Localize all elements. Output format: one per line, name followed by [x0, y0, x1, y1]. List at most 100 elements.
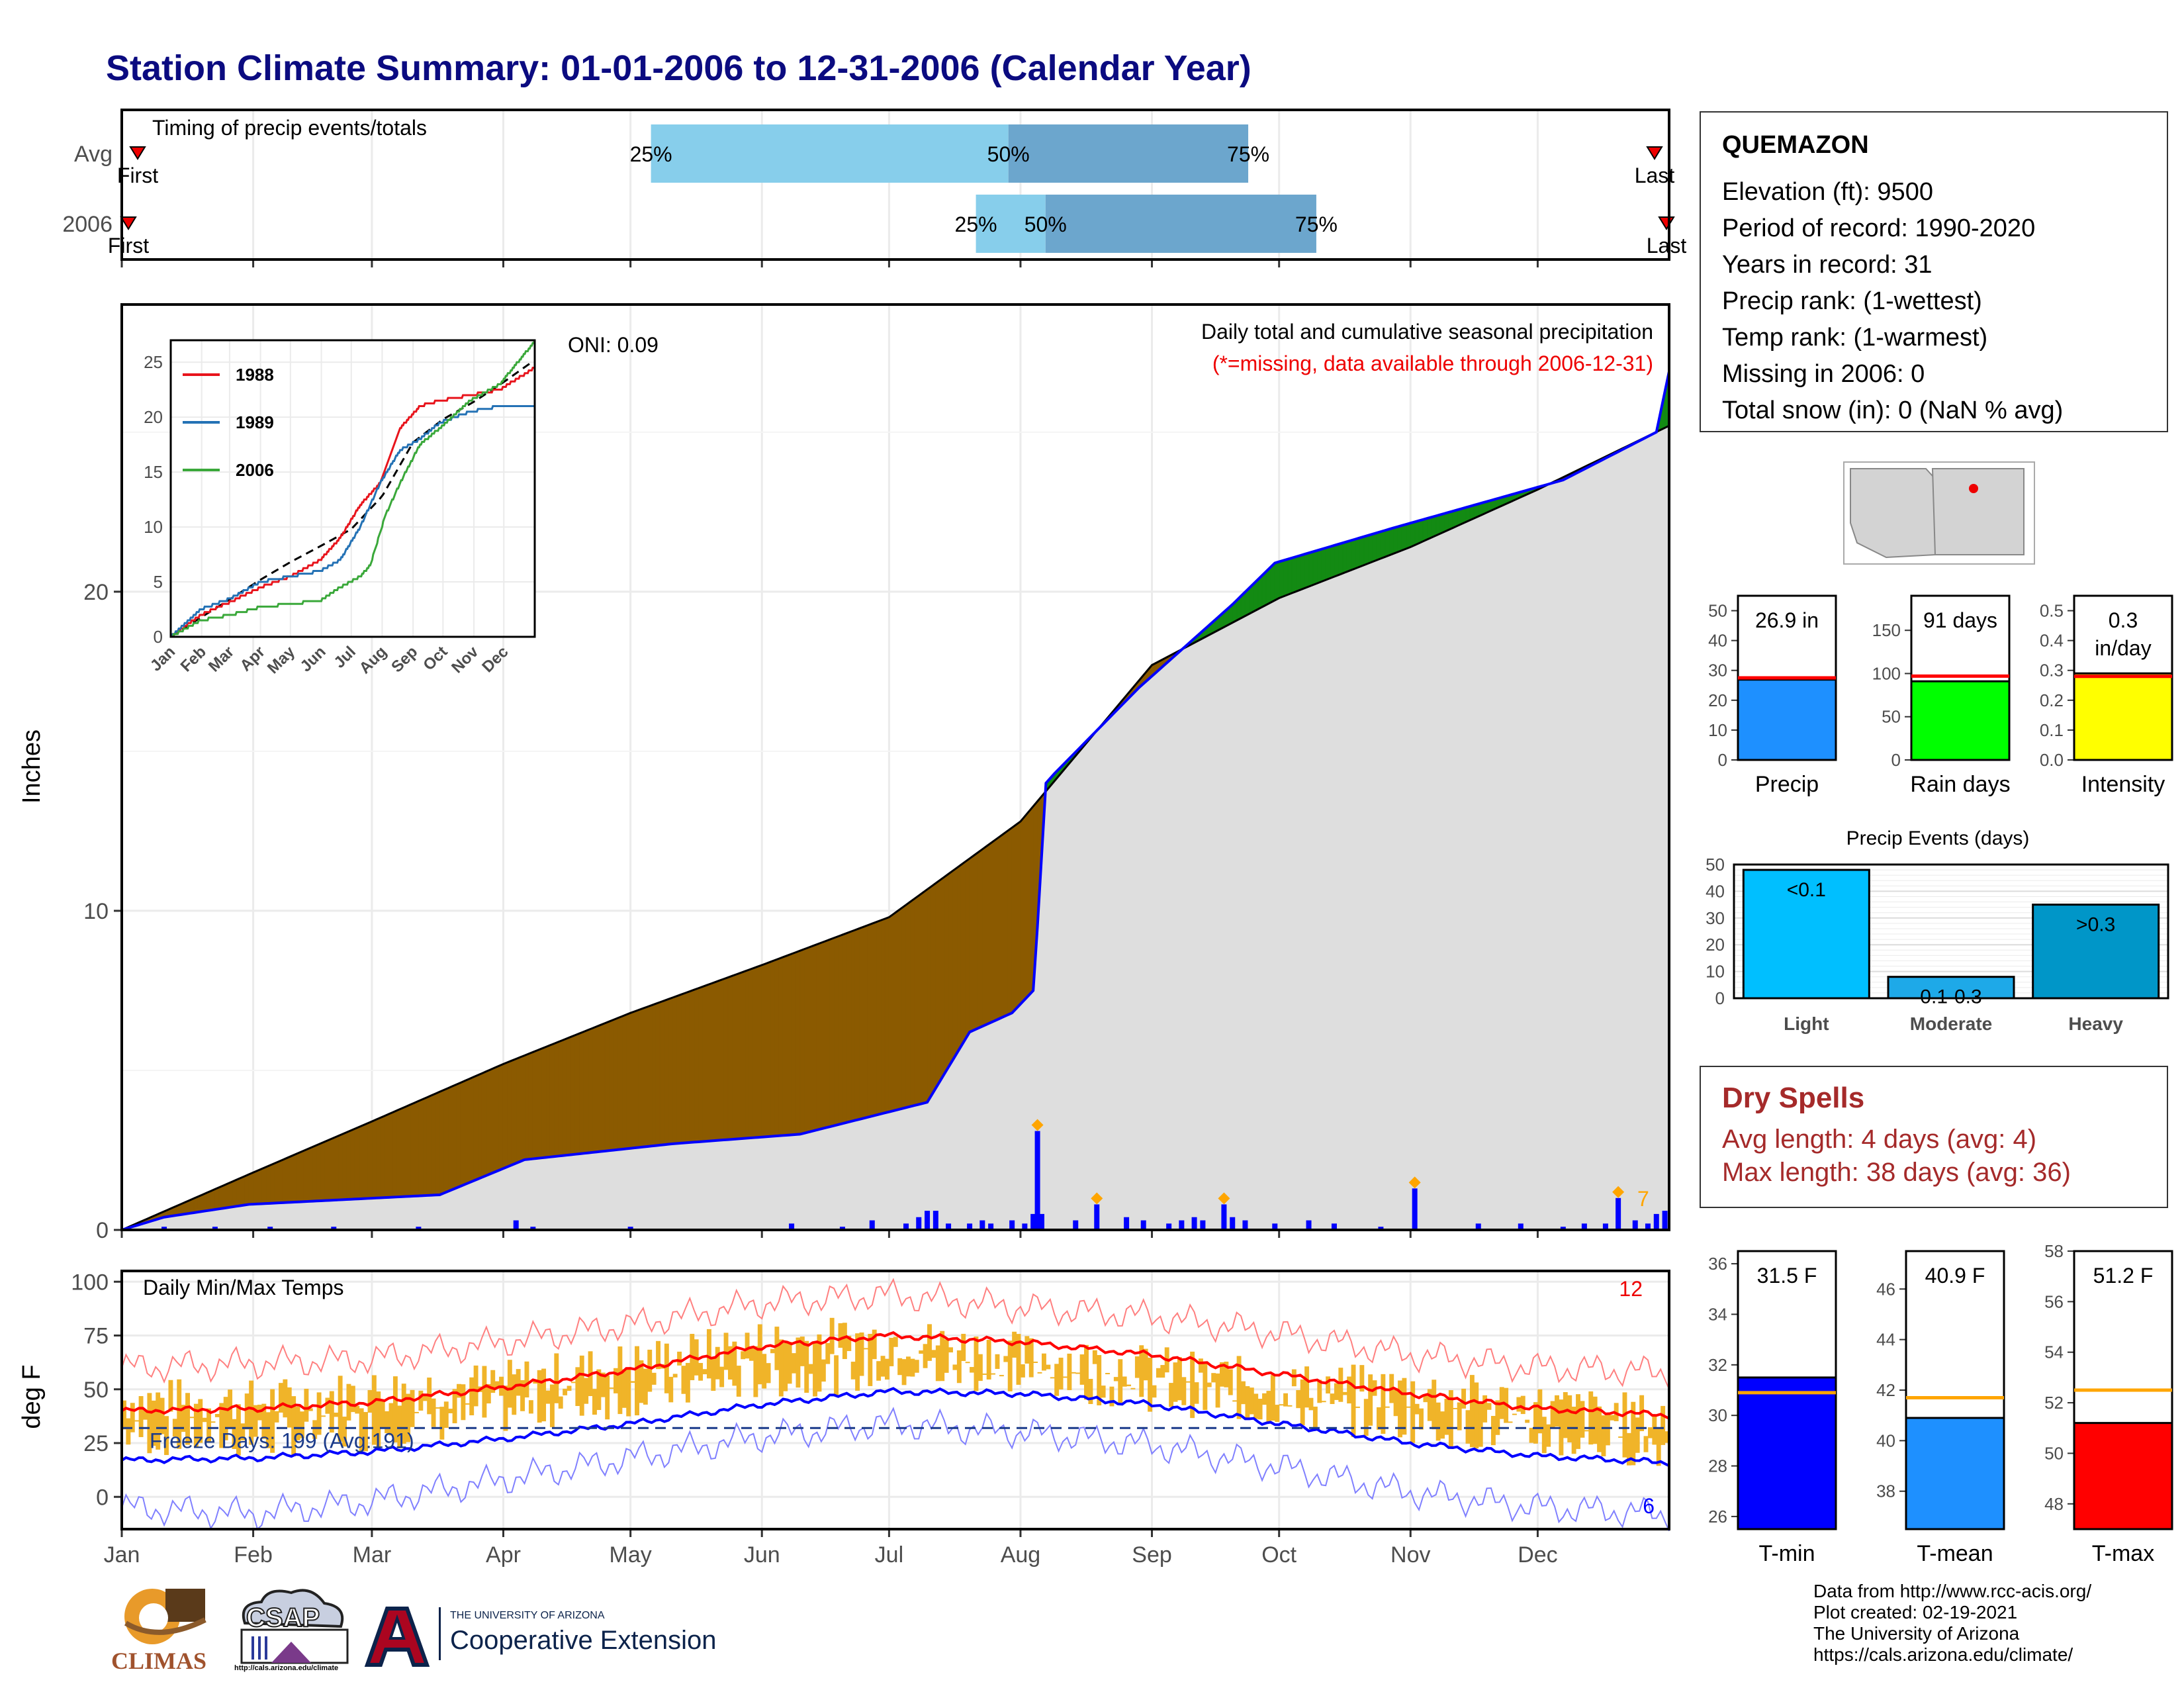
temp-range-bar [1635, 1417, 1640, 1453]
daily-precip-bar [789, 1223, 795, 1230]
temp-range-bar [1622, 1392, 1627, 1458]
cumulative-deficit-area [909, 898, 915, 1107]
cumulative-deficit-area [829, 937, 835, 1127]
temp-range-bar [956, 1350, 962, 1383]
temp-range-bar [647, 1349, 653, 1392]
events-category-label: Heavy [2068, 1013, 2123, 1034]
temp-range-bar [961, 1333, 966, 1362]
temp-range-bar [570, 1382, 576, 1383]
cumulative-deficit-area [986, 842, 991, 1025]
precip-total-ytick-label: 10 [1708, 720, 1727, 740]
events-title: Precip Events (days) [1846, 827, 2030, 849]
climas-text: CLIMAS [111, 1648, 207, 1674]
cumulative-deficit-area [923, 888, 928, 1104]
temps-annotation-6: 6 [1643, 1494, 1655, 1518]
cumulative-deficit-area [308, 1146, 313, 1202]
temp-range-bar [719, 1366, 725, 1387]
events-category-label: Moderate [1910, 1013, 1992, 1034]
temp-range-bar [1410, 1381, 1416, 1443]
freeze-days-label: Freeze Days: 199 (Avg:191) [150, 1429, 414, 1452]
temp-range-bar [1007, 1340, 1013, 1391]
cumulative-deficit-area [918, 892, 924, 1105]
cumulative-deficit-area [600, 1022, 606, 1152]
temp-range-bar [1097, 1355, 1102, 1406]
temps-xtick-label: Oct [1261, 1542, 1297, 1568]
cumulative-deficit-area [456, 1082, 461, 1189]
temp-range-bar [1092, 1350, 1097, 1364]
temp-range-bar [164, 1416, 169, 1456]
temp-range-bar [520, 1380, 525, 1411]
temp-range-bar [1156, 1368, 1161, 1378]
cumulative-surplus-area [1338, 542, 1343, 576]
cumulative-deficit-area [978, 848, 983, 1029]
cumulative-ytick-label: 20 [83, 580, 109, 605]
cumulative-deficit-area [613, 1017, 618, 1151]
average-min-line [120, 1387, 1670, 1468]
events-bar [2032, 904, 2160, 1000]
daily-precip-bar [988, 1223, 994, 1230]
intensity-value-label2: in/day [2095, 636, 2151, 660]
precip-total-bar [1737, 679, 1837, 761]
cumulative-observed-line [121, 371, 1670, 1231]
temp-range-bar [1427, 1389, 1432, 1421]
tmin-ytick-label: 36 [1708, 1254, 1727, 1274]
cumulative-deficit-area [1028, 805, 1034, 996]
tmin-category-label: T-min [1759, 1541, 1815, 1566]
temp-range-bar [643, 1368, 648, 1405]
temp-range-bar [1414, 1403, 1420, 1415]
daily-precip-bar [1412, 1188, 1418, 1230]
timing-last-label: Last [1647, 234, 1687, 258]
temp-range-bar [1559, 1399, 1564, 1456]
temp-range-bar [579, 1355, 584, 1416]
temp-range-bar [253, 1405, 258, 1437]
temp-range-bar [1347, 1376, 1352, 1404]
cumulative-deficit-area [825, 939, 831, 1129]
cumulative-deficit-area [969, 855, 974, 1033]
temp-range-bar [138, 1396, 144, 1437]
cumulative-deficit-area [232, 1179, 237, 1207]
temp-range-bar [1245, 1386, 1250, 1419]
temp-range-bar [376, 1391, 381, 1449]
cumulative-deficit-area [952, 867, 958, 1062]
cumulative-deficit-area [588, 1027, 593, 1154]
temp-range-bar [1423, 1394, 1428, 1403]
intensity-ytick-label: 0.3 [2040, 661, 2064, 680]
cumulative-deficit-area [375, 1117, 381, 1199]
temp-range-bar [1482, 1395, 1488, 1423]
cumulative-average-line [121, 424, 1670, 1231]
cumulative-deficit-area [974, 851, 979, 1031]
cumulative-deficit-area [443, 1087, 449, 1194]
temp-range-bar [592, 1389, 597, 1415]
temp-range-bar [1516, 1397, 1522, 1412]
rain-days-ytick-label: 150 [1872, 620, 1901, 640]
temp-range-bar [244, 1393, 250, 1430]
daily-precip-bar [1378, 1227, 1384, 1230]
cumulative-deficit-area [553, 1041, 559, 1157]
timing-bar-q2 [1008, 124, 1249, 183]
dry-spells-title: Dry Spells [1722, 1082, 1865, 1114]
temp-range-bar [342, 1417, 347, 1447]
events-frame [1733, 863, 2169, 1000]
page-title: Station Climate Summary: 01-01-2006 to 1… [106, 48, 1251, 88]
cumulative-deficit-area [350, 1128, 355, 1200]
cumulative-deficit-area [752, 966, 758, 1139]
cumulative-subtitle: (*=missing, data available through 2006-… [1212, 352, 1653, 375]
cumulative-deficit-area [329, 1137, 334, 1201]
temp-range-bar [261, 1403, 267, 1439]
temp-range-bar [656, 1340, 660, 1370]
temp-range-bar [1279, 1404, 1284, 1406]
cumulative-deficit-area [723, 976, 729, 1141]
cumulative-surplus-area [1291, 556, 1297, 594]
temp-range-bar [706, 1329, 711, 1379]
temp-range-bar [762, 1354, 767, 1389]
temp-range-bar [614, 1368, 618, 1393]
cumulative-deficit-area [435, 1091, 440, 1196]
temp-range-bar [1338, 1368, 1343, 1402]
timing-bar-q2 [1045, 195, 1316, 253]
temps-ytick-label: 75 [83, 1324, 109, 1349]
temp-range-bar [821, 1359, 826, 1382]
temp-range-bar [1601, 1415, 1606, 1456]
cumulative-deficit-area [731, 974, 737, 1140]
temp-range-bar [1054, 1364, 1060, 1396]
temp-range-bar [1118, 1359, 1123, 1403]
